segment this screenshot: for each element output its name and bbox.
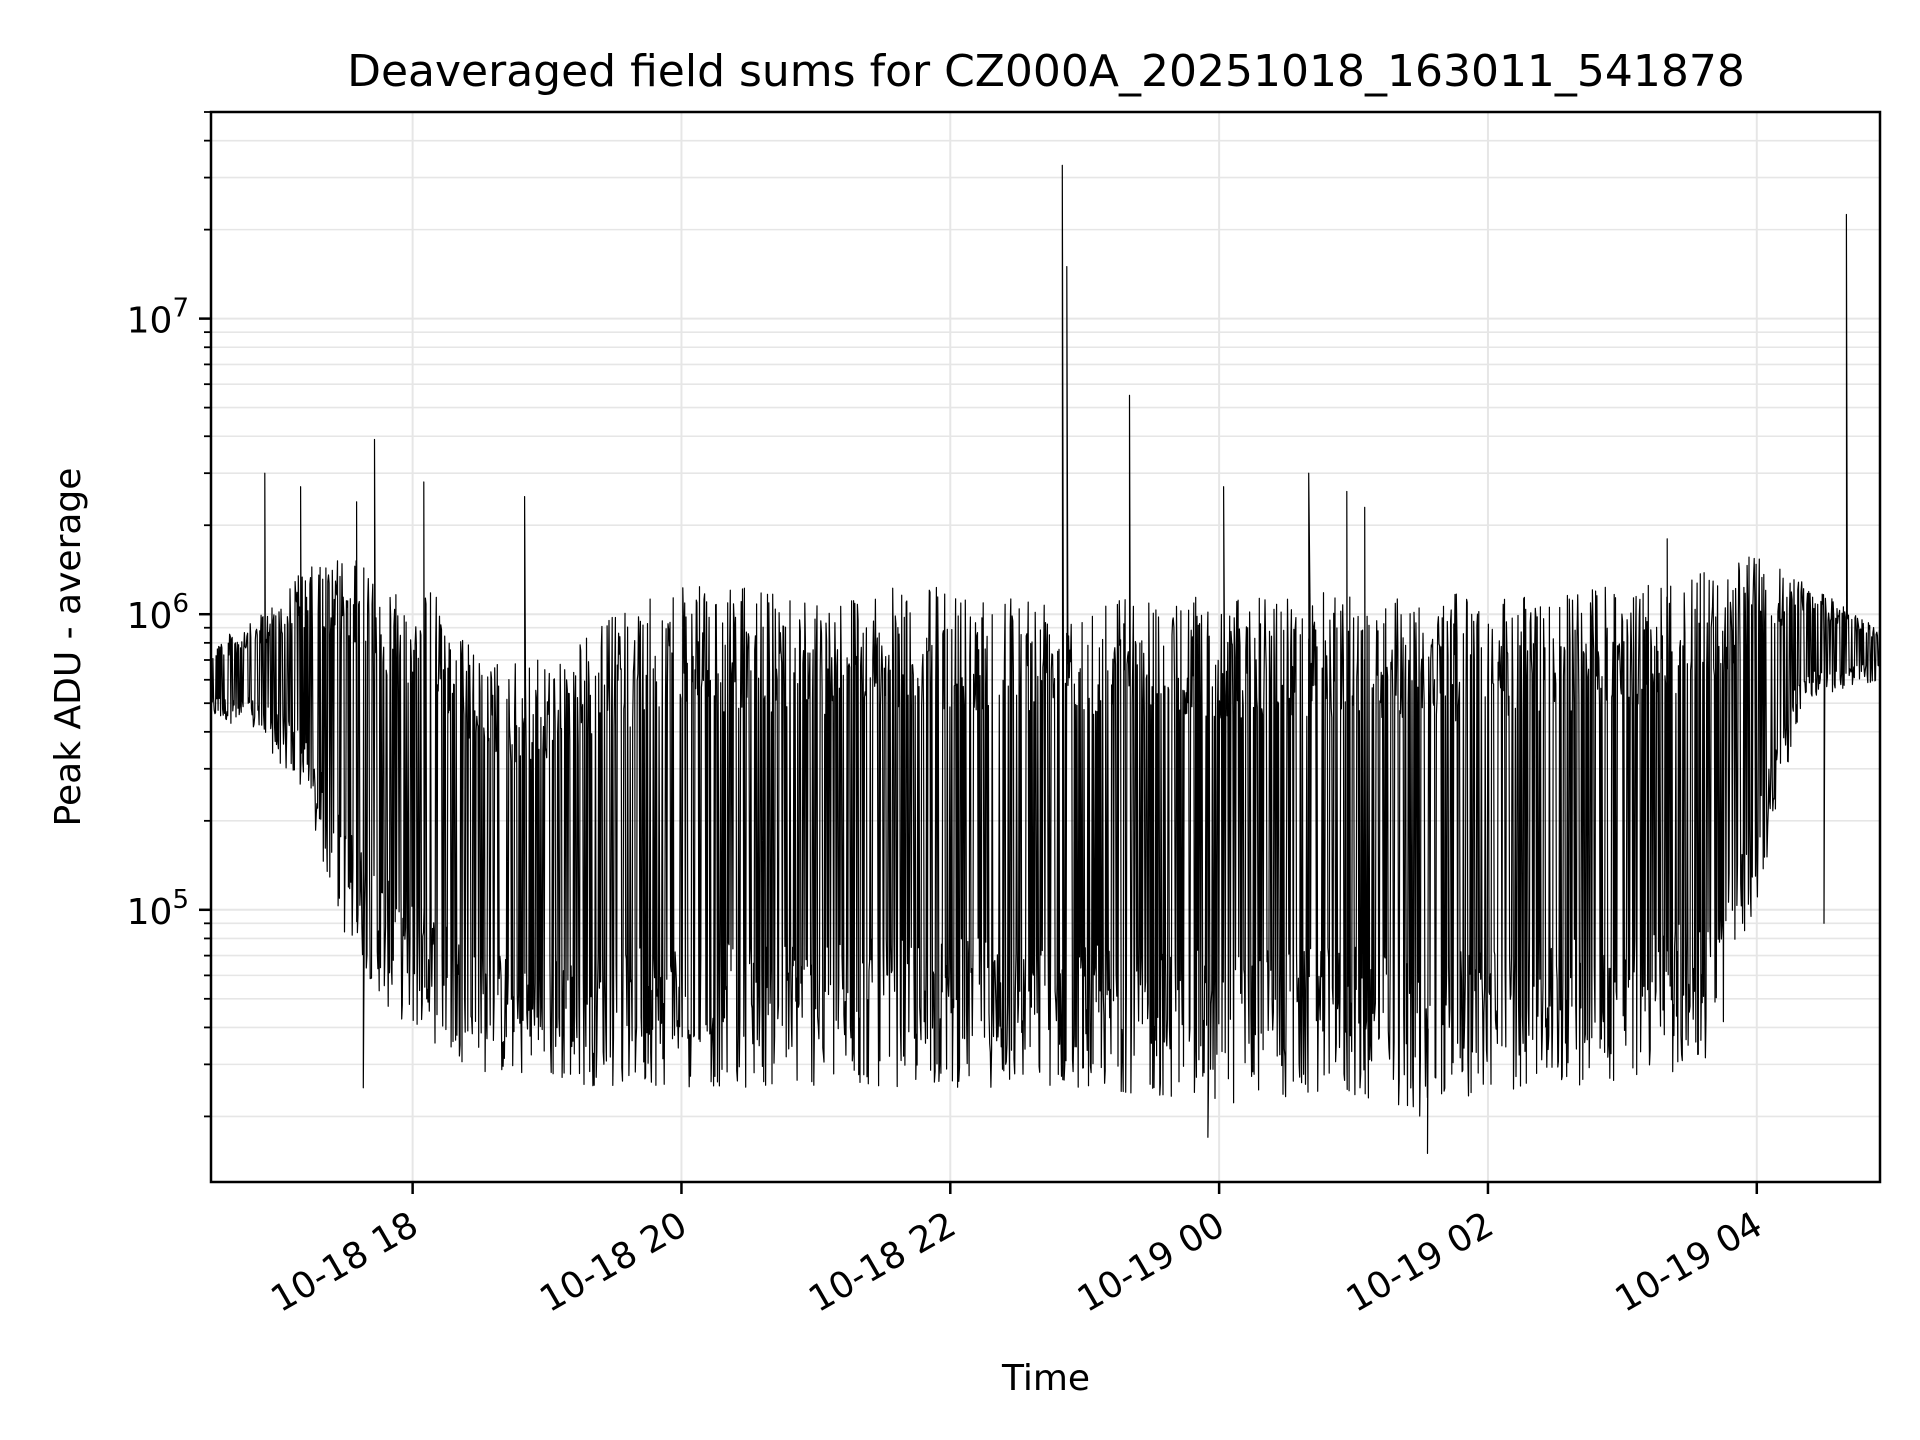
y-tick-label: 107 (127, 294, 189, 342)
chart-title: Deaveraged field sums for CZ000A_2025101… (347, 46, 1745, 97)
y-axis: 105 106 107 (127, 111, 211, 1118)
y-tick-label: 105 (127, 885, 189, 933)
series-path (210, 164, 1881, 1154)
plot-frame (209, 110, 1882, 1184)
x-axis-label: Time (1001, 1358, 1090, 1399)
y-axis-label: Peak ADU - average (48, 468, 89, 827)
series-line (210, 164, 1881, 1154)
y-tick-label: 106 (127, 589, 189, 637)
